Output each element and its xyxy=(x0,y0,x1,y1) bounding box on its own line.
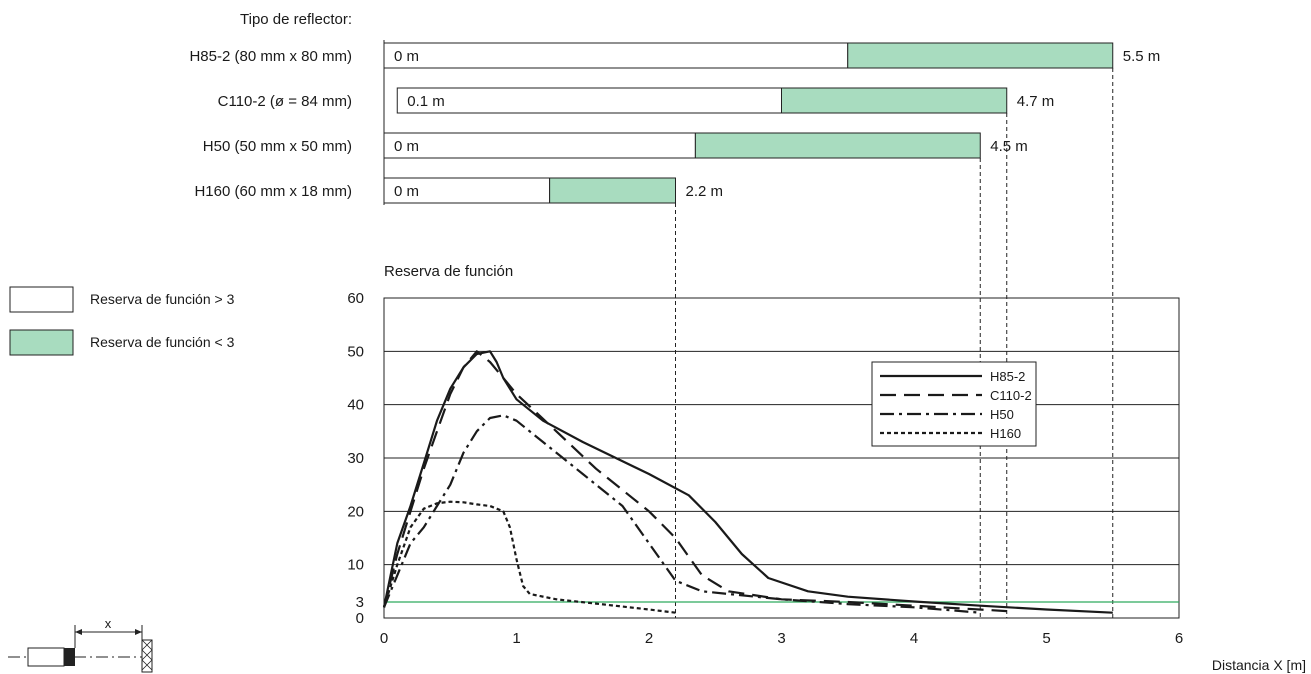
reflector-hatch xyxy=(141,639,153,671)
sensor-diagram: x xyxy=(8,616,153,673)
line-legend-label: H50 xyxy=(990,407,1014,422)
series-line-h160 xyxy=(382,500,676,614)
reflector-icon xyxy=(141,639,153,673)
y-tick-label: 50 xyxy=(347,343,364,360)
range-bar-row: H50 (50 mm x 50 mm) 0 m 4.5 m xyxy=(203,132,1028,159)
range-bar-max-label: 4.5 m xyxy=(990,138,1028,155)
x-tick-labels: 0 1 2 3 4 5 6 xyxy=(380,630,1183,647)
range-bar-min-label: 0.1 m xyxy=(407,93,445,110)
sensor-lens xyxy=(64,648,75,666)
dimension-label: x xyxy=(105,616,112,631)
sensor-body xyxy=(27,647,65,667)
series-line-h85-2 xyxy=(382,350,1113,614)
y-tick-label: 0 xyxy=(356,610,364,627)
series-line-c110-2 xyxy=(382,350,1007,613)
range-bar-max-label: 2.2 m xyxy=(686,183,724,200)
range-bar-min-label: 0 m xyxy=(394,48,419,65)
range-bar-high-reserve xyxy=(383,132,696,159)
x-tick-label: 1 xyxy=(512,630,520,647)
y-tick-labels: 03 10 20 30 40 50 60 xyxy=(347,290,364,627)
range-bar-min-label: 0 m xyxy=(394,183,419,200)
series-line-h50 xyxy=(382,414,981,614)
range-bar-min-label: 0 m xyxy=(394,138,419,155)
y-tick-label: 30 xyxy=(347,450,364,467)
dimension-arrow-right xyxy=(135,629,142,635)
range-bar-name: C110-2 (ø = 84 mm) xyxy=(218,93,352,110)
legend-swatch-high xyxy=(9,286,74,313)
range-bar-name: H85-2 (80 mm x 80 mm) xyxy=(189,48,352,65)
y-tick-label: 3 xyxy=(356,594,364,611)
range-bar-max-label: 5.5 m xyxy=(1123,48,1161,65)
range-bar-row: C110-2 (ø = 84 mm) 0.1 m 4.7 m xyxy=(218,87,1055,114)
x-tick-label: 3 xyxy=(777,630,785,647)
dimension-arrow-left xyxy=(75,629,82,635)
gridlines xyxy=(384,350,1179,566)
range-bar-high-reserve xyxy=(383,177,551,204)
fill-legend: Reserva de función > 3 Reserva de funció… xyxy=(9,286,235,356)
x-tick-label: 4 xyxy=(910,630,918,647)
y-tick-label: 20 xyxy=(347,503,364,520)
range-bar-low-reserve xyxy=(847,42,1114,69)
range-bar-high-reserve xyxy=(396,87,782,114)
line-legend: H85-2 C110-2 H50 H160 xyxy=(871,361,1037,447)
range-bar-max-label: 4.7 m xyxy=(1017,93,1055,110)
legend-swatch-low xyxy=(9,329,74,356)
x-tick-label: 5 xyxy=(1042,630,1050,647)
x-tick-label: 2 xyxy=(645,630,653,647)
x-tick-label: 0 xyxy=(380,630,388,647)
reflector-header: Tipo de reflector: xyxy=(240,11,352,28)
x-tick-label: 6 xyxy=(1175,630,1183,647)
range-bar-row: H85-2 (80 mm x 80 mm) 0 m 5.5 m xyxy=(189,42,1161,69)
y-tick-label: 40 xyxy=(347,397,364,414)
series-lines xyxy=(382,350,1113,614)
range-bar-high-reserve xyxy=(383,42,849,69)
chart-title: Reserva de función xyxy=(384,263,513,280)
line-legend-label: H85-2 xyxy=(990,369,1025,384)
range-bar-low-reserve xyxy=(781,87,1008,114)
range-bars: H85-2 (80 mm x 80 mm) 0 m 5.5 m C110-2 (… xyxy=(189,42,1161,204)
range-bar-name: H160 (60 mm x 18 mm) xyxy=(194,183,352,200)
x-axis-label: Distancia X [m] xyxy=(1212,657,1306,673)
line-legend-label: C110-2 xyxy=(990,388,1032,403)
line-legend-label: H160 xyxy=(990,426,1021,441)
range-bar-row: H160 (60 mm x 18 mm) 0 m 2.2 m xyxy=(194,177,724,204)
range-bar-low-reserve xyxy=(549,177,676,204)
y-tick-label: 10 xyxy=(347,557,364,574)
y-tick-label: 60 xyxy=(347,290,364,307)
range-bar-low-reserve xyxy=(694,132,981,159)
range-bar-name: H50 (50 mm x 50 mm) xyxy=(203,138,352,155)
legend-label-low: Reserva de función < 3 xyxy=(90,334,235,350)
legend-label-high: Reserva de función > 3 xyxy=(90,291,235,307)
